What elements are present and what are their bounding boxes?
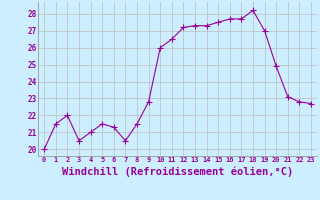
X-axis label: Windchill (Refroidissement éolien,°C): Windchill (Refroidissement éolien,°C) <box>62 166 293 177</box>
